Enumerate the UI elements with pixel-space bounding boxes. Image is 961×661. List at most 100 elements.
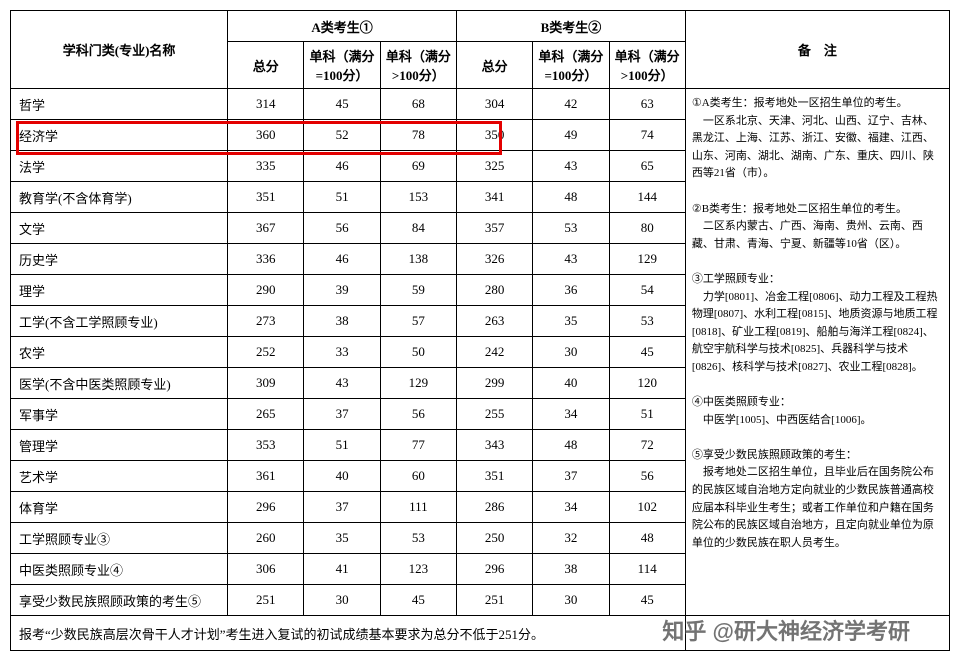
score-cell: 120 <box>609 368 685 399</box>
score-cell: 48 <box>533 182 609 213</box>
th-major: 学科门类(专业)名称 <box>11 11 228 89</box>
score-cell: 43 <box>304 368 380 399</box>
score-cell: 54 <box>609 275 685 306</box>
score-cell: 144 <box>609 182 685 213</box>
score-cell: 53 <box>609 306 685 337</box>
score-cell: 336 <box>228 244 304 275</box>
score-cell: 38 <box>533 554 609 585</box>
score-cell: 296 <box>228 492 304 523</box>
score-cell: 51 <box>304 182 380 213</box>
row-major-name: 中医类照顾专业④ <box>11 554 228 585</box>
score-cell: 57 <box>380 306 456 337</box>
score-cell: 114 <box>609 554 685 585</box>
score-cell: 138 <box>380 244 456 275</box>
score-cell: 51 <box>609 399 685 430</box>
row-major-name: 工学照顾专业③ <box>11 523 228 554</box>
score-cell: 63 <box>609 89 685 120</box>
score-cell: 129 <box>380 368 456 399</box>
row-major-name: 享受少数民族照顾政策的考生⑤ <box>11 585 228 616</box>
score-cell: 56 <box>380 399 456 430</box>
score-cell: 53 <box>380 523 456 554</box>
th-a-s100p: 单科（满分>100分） <box>380 42 456 89</box>
score-cell: 250 <box>456 523 532 554</box>
score-cell: 251 <box>228 585 304 616</box>
score-cell: 265 <box>228 399 304 430</box>
th-notes: 备 注 <box>685 11 949 89</box>
score-cell: 56 <box>609 461 685 492</box>
score-cell: 48 <box>533 430 609 461</box>
score-cell: 335 <box>228 151 304 182</box>
row-major-name: 文学 <box>11 213 228 244</box>
score-cell: 360 <box>228 120 304 151</box>
score-cell: 367 <box>228 213 304 244</box>
score-cell: 325 <box>456 151 532 182</box>
score-cell: 32 <box>533 523 609 554</box>
score-cell: 59 <box>380 275 456 306</box>
score-cell: 280 <box>456 275 532 306</box>
score-cell: 361 <box>228 461 304 492</box>
score-cell: 78 <box>380 120 456 151</box>
score-table: 学科门类(专业)名称 A类考生① B类考生② 备 注 总分 单科（满分=100分… <box>10 10 950 651</box>
score-cell: 40 <box>304 461 380 492</box>
row-major-name: 艺术学 <box>11 461 228 492</box>
score-cell: 69 <box>380 151 456 182</box>
row-major-name: 体育学 <box>11 492 228 523</box>
score-cell: 296 <box>456 554 532 585</box>
score-cell: 45 <box>609 337 685 368</box>
score-cell: 30 <box>533 585 609 616</box>
score-cell: 306 <box>228 554 304 585</box>
score-cell: 263 <box>456 306 532 337</box>
score-cell: 38 <box>304 306 380 337</box>
score-cell: 43 <box>533 244 609 275</box>
score-cell: 45 <box>609 585 685 616</box>
score-cell: 39 <box>304 275 380 306</box>
score-cell: 46 <box>304 151 380 182</box>
score-cell: 34 <box>533 399 609 430</box>
footer-text: 报考“少数民族高层次骨干人才计划”考生进入复试的初试成绩基本要求为总分不低于25… <box>11 616 686 651</box>
score-cell: 46 <box>304 244 380 275</box>
score-cell: 72 <box>609 430 685 461</box>
score-cell: 309 <box>228 368 304 399</box>
score-cell: 34 <box>533 492 609 523</box>
watermark-bottom: 知乎 @研大神经济学考研 <box>662 614 910 646</box>
row-major-name: 工学(不含工学照顾专业) <box>11 306 228 337</box>
score-cell: 37 <box>304 492 380 523</box>
score-cell: 304 <box>456 89 532 120</box>
score-cell: 343 <box>456 430 532 461</box>
score-cell: 273 <box>228 306 304 337</box>
score-cell: 68 <box>380 89 456 120</box>
score-cell: 351 <box>456 461 532 492</box>
score-cell: 350 <box>456 120 532 151</box>
score-cell: 353 <box>228 430 304 461</box>
table-row: 哲学31445683044263①A类考生：报考地处一区招生单位的考生。 一区系… <box>11 89 950 120</box>
score-cell: 260 <box>228 523 304 554</box>
score-cell: 48 <box>609 523 685 554</box>
th-a-s100: 单科（满分=100分） <box>304 42 380 89</box>
row-major-name: 经济学 <box>11 120 228 151</box>
score-cell: 299 <box>456 368 532 399</box>
score-cell: 51 <box>304 430 380 461</box>
row-major-name: 医学(不含中医类照顾专业) <box>11 368 228 399</box>
score-cell: 341 <box>456 182 532 213</box>
score-cell: 37 <box>304 399 380 430</box>
th-group-a: A类考生① <box>228 11 457 42</box>
th-b-s100: 单科（满分=100分） <box>533 42 609 89</box>
score-cell: 36 <box>533 275 609 306</box>
score-cell: 74 <box>609 120 685 151</box>
row-major-name: 理学 <box>11 275 228 306</box>
score-cell: 111 <box>380 492 456 523</box>
th-b-s100p: 单科（满分>100分） <box>609 42 685 89</box>
score-cell: 252 <box>228 337 304 368</box>
row-major-name: 教育学(不含体育学) <box>11 182 228 213</box>
score-cell: 65 <box>609 151 685 182</box>
th-a-total: 总分 <box>228 42 304 89</box>
score-cell: 290 <box>228 275 304 306</box>
row-major-name: 农学 <box>11 337 228 368</box>
score-cell: 41 <box>304 554 380 585</box>
score-cell: 30 <box>533 337 609 368</box>
score-cell: 60 <box>380 461 456 492</box>
table-body: 哲学31445683044263①A类考生：报考地处一区招生单位的考生。 一区系… <box>11 89 950 616</box>
score-cell: 326 <box>456 244 532 275</box>
row-major-name: 法学 <box>11 151 228 182</box>
score-cell: 43 <box>533 151 609 182</box>
